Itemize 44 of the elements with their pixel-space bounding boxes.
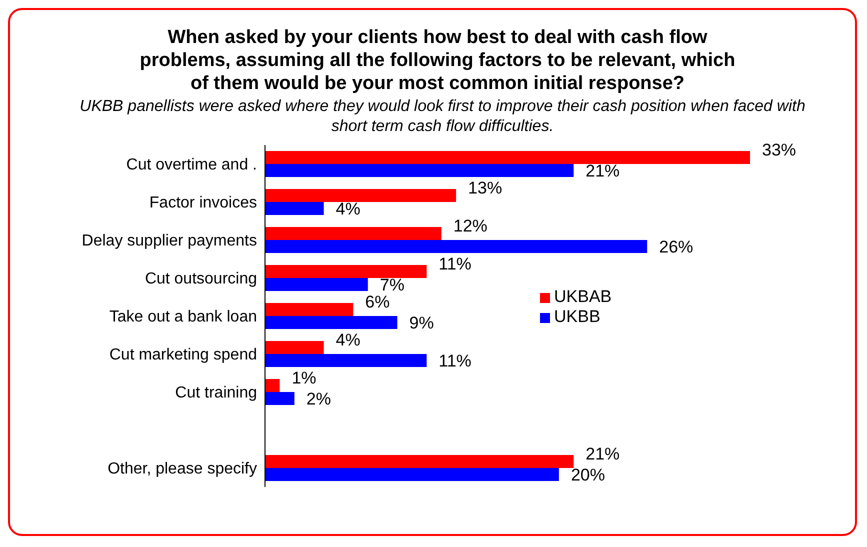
data-label: 20% [570,466,605,484]
data-label: 9% [409,314,434,332]
bar [265,164,574,177]
data-label: 26% [659,238,694,256]
bar [265,189,456,202]
bar [265,303,354,316]
legend-label: UKBB [554,307,600,326]
data-label: 21% [586,444,620,464]
chart-title: When asked by your clients how best to deal with cash flow problems, assuming all the following factors to be relevant, which of them would be your most common initial response? [138,26,736,95]
bar [265,151,750,164]
data-label: 4% [336,330,360,350]
data-label: 4% [336,200,360,218]
y-tick-label: Take out a bank loan [109,308,257,326]
bar [265,227,442,240]
data-label: 1% [292,368,316,388]
y-tick-label: Cut marketing spend [109,346,257,364]
chart-subtitle: UKBB panellists were asked where they would look first to improve their cash position when faced with short term cash flow difficulties. [78,97,806,137]
data-label: 11% [438,254,472,274]
bar [265,202,324,215]
y-tick-label: Cut outsourcing [144,270,257,288]
data-label: 33% [762,140,796,160]
y-tick-label: Cut overtime and . [126,156,257,174]
data-label: 13% [468,178,502,198]
bar [265,316,398,329]
y-tick-label: Factor invoices [149,194,257,212]
bar [265,265,427,278]
data-label: 6% [365,292,390,312]
legend-label: UKBAB [554,287,612,306]
bar [265,341,324,354]
bar [265,468,559,481]
bar [265,392,294,405]
bar [265,240,648,253]
bar [265,455,574,468]
bar [265,379,280,392]
data-label: 11% [438,352,472,370]
data-label: 2% [306,390,331,408]
y-tick-label: Delay supplier payments [82,232,257,250]
data-label: 12% [453,216,488,236]
bar [265,354,427,367]
data-label: 21% [586,162,620,180]
y-tick-label: Other, please specify [108,460,257,478]
y-tick-label: Cut training [175,384,257,402]
bar [265,278,368,291]
data-label: 7% [380,276,404,294]
